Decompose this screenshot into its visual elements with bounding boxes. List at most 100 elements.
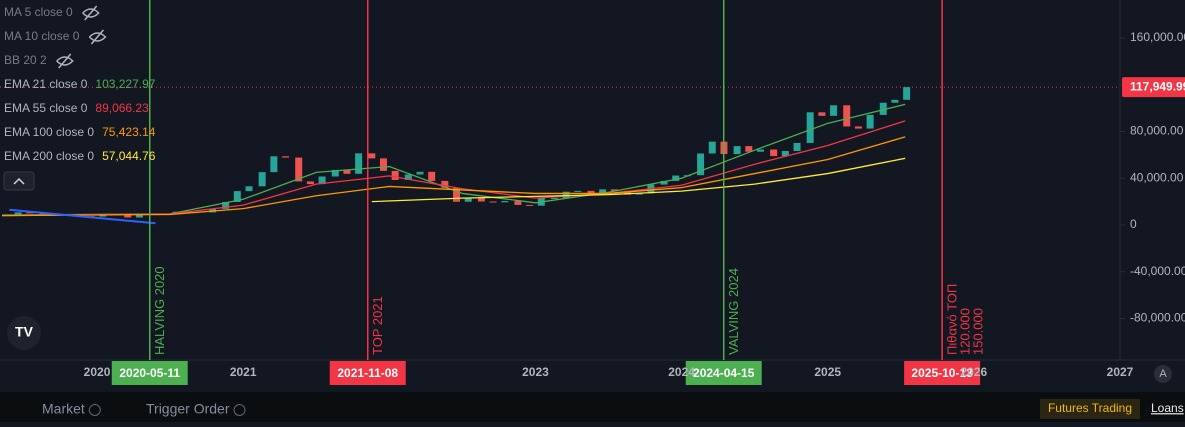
candle — [806, 112, 814, 143]
info-icon — [233, 404, 246, 416]
legend-name: EMA 100 close 0 — [4, 125, 94, 139]
collapse-button[interactable] — [3, 171, 35, 191]
bottom-bar — [0, 392, 1185, 422]
link[interactable]: Loans — [1151, 401, 1184, 415]
tab[interactable]: Trigger Order — [146, 401, 230, 417]
candle — [660, 180, 668, 185]
x-tick-label: 2025 — [814, 365, 841, 379]
marker-date: 2020-05-11 — [119, 366, 180, 380]
candle — [306, 181, 314, 185]
candle — [295, 157, 303, 182]
legend-value: 57,044.76 — [102, 149, 156, 163]
legend-value: 103,227.97 — [95, 77, 155, 91]
candle — [233, 191, 241, 202]
logo — [7, 316, 41, 350]
candle — [830, 105, 838, 116]
y-tick-label: -40,000.00 — [1130, 264, 1185, 278]
marker-text: HALVING 2020 — [152, 266, 167, 355]
price-label-bg — [1122, 77, 1185, 98]
candle — [672, 175, 680, 181]
overlay: 2020-05-11 HALVING 2020 2021-11-08 TOP 2021… — [111, 0, 986, 385]
candle — [624, 190, 632, 195]
candle — [368, 153, 376, 159]
marker-text: VALVING 2024 — [726, 268, 741, 355]
candle — [428, 171, 436, 181]
x-tick-label: 2023 — [522, 365, 549, 379]
candle — [843, 105, 851, 127]
marker-date: 2024-04-15 — [693, 366, 755, 380]
candle — [587, 190, 595, 194]
hidden-icon — [88, 29, 107, 45]
marker-text: 120.000 — [958, 308, 973, 355]
candle — [550, 198, 558, 199]
marker-text: TOP 2021 — [370, 296, 385, 355]
candle — [258, 172, 266, 187]
candle — [464, 197, 472, 202]
candle — [526, 204, 534, 206]
legend-value: 89,066.23 — [95, 101, 149, 115]
y-tick-label: 40,000.00 — [1130, 170, 1184, 184]
marker-date-bg — [904, 361, 981, 385]
legend-name: EMA 200 close 0 — [4, 149, 94, 163]
hidden-icon — [56, 53, 74, 69]
candle — [355, 153, 363, 174]
candle — [343, 169, 351, 174]
candle — [610, 189, 618, 191]
candle — [793, 142, 801, 152]
y-tick-label: 160,000.00 — [1130, 30, 1185, 44]
candle — [391, 170, 399, 180]
hidden-icon — [82, 5, 100, 21]
x-tick-label: 2026 — [961, 365, 988, 379]
candle — [708, 141, 716, 154]
candle — [331, 169, 339, 177]
candle — [903, 87, 911, 100]
candle — [270, 156, 278, 173]
candle — [733, 146, 741, 155]
x-tick-label: 2027 — [1107, 365, 1134, 379]
x-tick-label: 2020 — [84, 365, 111, 379]
candle — [379, 158, 387, 171]
candle — [245, 186, 253, 192]
marker-text: 150.000 — [971, 308, 986, 355]
ema-line — [2, 120, 906, 217]
candle — [416, 171, 424, 175]
candle — [453, 187, 461, 202]
candle — [222, 201, 230, 209]
candle — [562, 191, 570, 198]
indicator-name: MA 5 close 0 — [4, 5, 73, 19]
y-tick-label: -80,000.00 — [1130, 311, 1185, 325]
candle — [318, 176, 326, 185]
trendline — [9, 208, 156, 225]
candle — [599, 189, 607, 194]
indicator-name: MA 10 close 0 — [4, 29, 80, 43]
candle — [441, 180, 449, 188]
legend-name: EMA 55 close 0 — [4, 101, 88, 115]
candle — [879, 102, 887, 115]
link-bg[interactable] — [1040, 399, 1140, 419]
marker-date: 2025-10-13 — [911, 366, 973, 380]
x-tick-label: 2024 — [668, 365, 695, 379]
candle — [854, 126, 862, 129]
axis-button[interactable] — [1154, 365, 1172, 383]
x-tick-label: 2021 — [230, 365, 257, 379]
chart-bg — [0, 0, 1185, 392]
legend-value: 75,423.14 — [102, 125, 156, 139]
candle — [781, 151, 789, 157]
candle — [501, 201, 509, 203]
tab[interactable]: Market — [42, 401, 85, 417]
marker-date-bg — [111, 361, 188, 385]
logo-text: TV — [15, 324, 34, 340]
candle — [135, 214, 143, 218]
link[interactable]: Futures Trading — [1048, 401, 1132, 415]
candle — [757, 149, 765, 152]
candle — [489, 201, 497, 203]
ema-line — [371, 157, 906, 203]
candle — [818, 112, 826, 116]
marker-date: 2021-11-08 — [337, 366, 398, 380]
candle — [574, 190, 582, 192]
y-tick-label: 80,000.00 — [1130, 124, 1184, 138]
candle — [635, 193, 643, 195]
candle — [514, 201, 522, 205]
ema-line — [2, 136, 906, 217]
ema-line — [2, 103, 906, 216]
